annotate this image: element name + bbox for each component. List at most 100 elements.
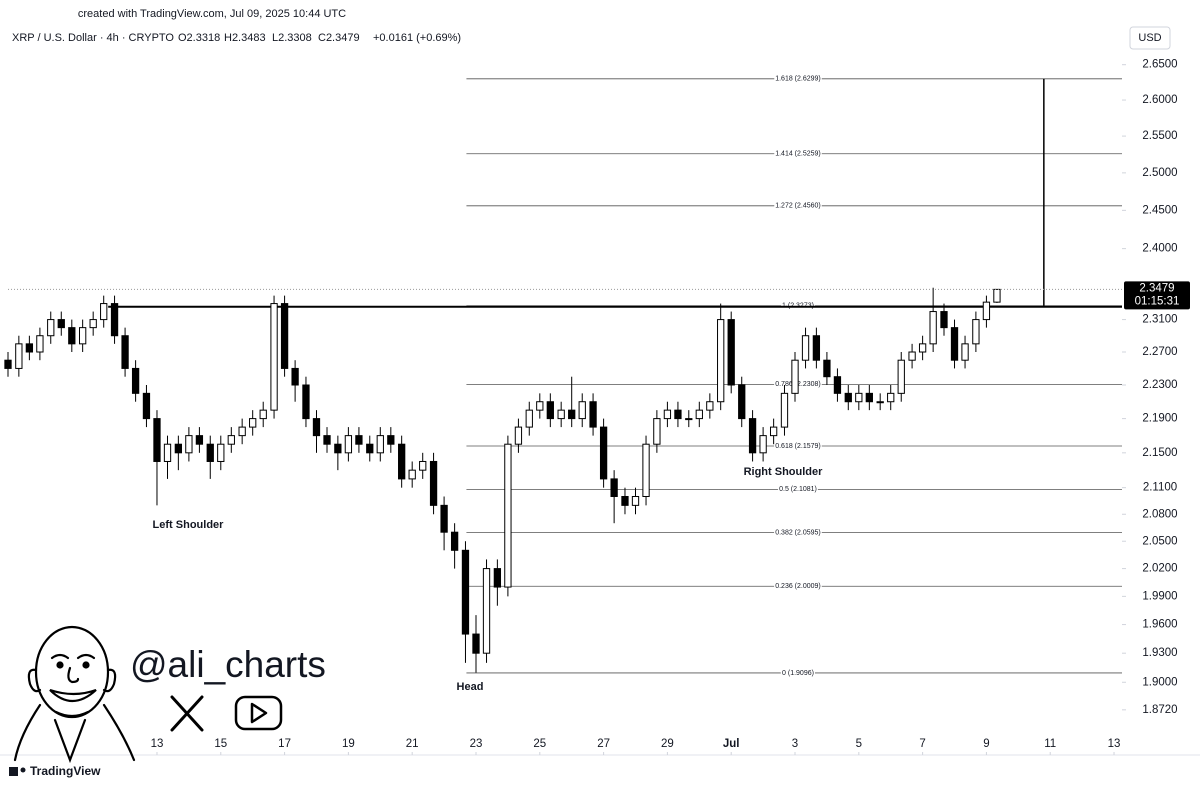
candle-body	[206, 443, 214, 462]
candle-body	[249, 418, 257, 428]
candle-body	[493, 568, 502, 588]
y-tick-label: 1.8720	[1142, 704, 1177, 716]
y-tick-label: 2.6500	[1142, 59, 1177, 71]
footer: TradingView	[30, 764, 101, 778]
y-tick-label: 2.0800	[1142, 508, 1177, 520]
last-price-box	[1124, 281, 1190, 310]
candle-body	[631, 495, 640, 506]
candle-body	[706, 401, 714, 411]
candle-body	[440, 504, 448, 533]
y-tick-label: 2.6000	[1142, 94, 1177, 106]
candle-body	[100, 303, 108, 321]
candle-body	[546, 401, 554, 420]
x-tick-label: 11	[1044, 738, 1056, 750]
legend-low: L2.3308	[272, 32, 312, 44]
candle-body	[259, 409, 267, 420]
y-tick-label: 1.9000	[1142, 676, 1177, 688]
y-tick-label: 2.1100	[1143, 482, 1177, 494]
candle-body	[599, 426, 608, 480]
candle-body	[578, 401, 586, 420]
y-tick-label: 2.1900	[1142, 413, 1177, 425]
annotation: Head	[457, 681, 484, 693]
axes: 2.6500 2.6000 2.5500 2.5000 2.4500 2.4000 2.31…	[0, 59, 1200, 756]
x-logo	[170, 695, 204, 732]
candle-body	[748, 418, 757, 454]
x-tick-label: 9	[983, 738, 989, 750]
candle-body	[110, 303, 119, 337]
legend: XRP / U.S. Dollar · 4h · CRYPTO O2.3318 …	[12, 32, 461, 44]
x-tick-label: 15	[214, 738, 227, 750]
candle-body	[366, 443, 374, 454]
y-tick-label: 1.9900	[1142, 590, 1177, 602]
candle-body	[174, 443, 182, 454]
candle-body	[653, 418, 661, 445]
y-tick-label: 2.3100	[1142, 314, 1177, 326]
last-price-label: 2.3479	[1139, 282, 1174, 294]
candle-body	[312, 418, 321, 437]
candle-body	[759, 435, 767, 454]
candle-body	[876, 401, 884, 404]
y-tick-label: 1.9300	[1142, 647, 1177, 659]
x-tick-label: 7	[919, 738, 925, 750]
candle-body	[525, 409, 533, 428]
candle-body	[801, 335, 810, 361]
candle-body	[929, 311, 937, 345]
candle-body	[79, 327, 87, 345]
avatar	[13, 625, 136, 764]
x-tick-label: 13	[1108, 738, 1121, 750]
candle-body	[131, 367, 140, 394]
candle-body	[738, 384, 746, 420]
y-tick-label: 2.4000	[1142, 243, 1177, 255]
y-tick-label: 2.0500	[1142, 535, 1177, 547]
candle-body	[238, 426, 246, 437]
fib-label: 1.414 (2.5259)	[775, 151, 821, 158]
candle-body	[865, 392, 873, 403]
fib-label: 0.618 (2.1579)	[775, 443, 821, 450]
candle-body	[844, 392, 852, 403]
candle-body	[950, 327, 959, 361]
candle-body	[908, 351, 916, 361]
candle-body	[993, 288, 1001, 303]
legend-open: O2.3318	[178, 32, 220, 44]
x-tick-label: 29	[661, 738, 674, 750]
candle-body	[142, 392, 151, 420]
x-tick-label: 17	[278, 738, 291, 750]
candle-body	[121, 335, 129, 369]
candle-body	[47, 319, 55, 337]
candle-body	[727, 319, 735, 386]
fib-label: 1.618 (2.6299)	[775, 76, 821, 83]
footer-logo	[9, 767, 26, 776]
candle-body	[355, 435, 363, 445]
y-tick-label: 2.2700	[1142, 346, 1177, 358]
annotation: Left Shoulder	[153, 519, 225, 531]
candle-body	[323, 435, 331, 445]
candle-body	[302, 384, 310, 420]
candle-body	[280, 303, 289, 369]
candle-body	[663, 409, 672, 420]
x-tick-label: 27	[597, 738, 610, 750]
candle-body	[855, 392, 863, 403]
candle-body	[472, 633, 480, 654]
x-tick-label: 21	[406, 738, 419, 750]
candle-body	[25, 343, 34, 353]
candle-body	[153, 418, 161, 462]
candle-body	[450, 531, 459, 551]
candle-body	[610, 478, 618, 497]
candle-body	[270, 303, 278, 411]
x-tick-label: 13	[151, 738, 164, 750]
candle-body	[217, 443, 225, 462]
currency-box	[1129, 26, 1171, 50]
price-axis	[1122, 20, 1200, 755]
y-tick-label: 1.9600	[1142, 619, 1177, 631]
countdown-label: 01:15:31	[1135, 295, 1180, 307]
candle-body	[398, 443, 406, 480]
y-tick-label: 2.0200	[1142, 563, 1177, 575]
candle-body	[344, 435, 353, 454]
candle-body	[769, 426, 778, 437]
y-tick-label: 2.2300	[1142, 379, 1177, 391]
candle-body	[163, 443, 172, 462]
x-tick-label: 23	[470, 738, 483, 750]
y-tick-label: 2.4500	[1142, 204, 1177, 216]
candle-body	[897, 359, 905, 394]
